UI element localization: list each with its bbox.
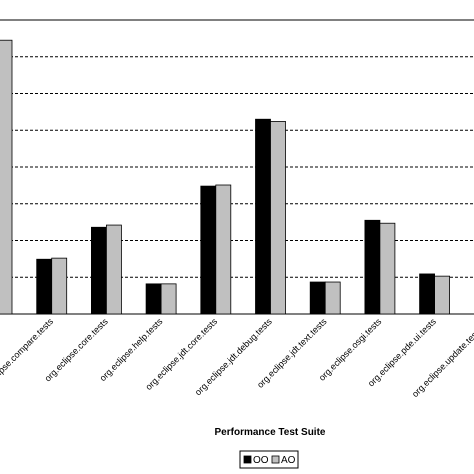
x-tick-label: org.eclipse.compare.tests <box>0 316 55 396</box>
bar <box>91 226 107 315</box>
bar <box>51 257 68 315</box>
x-axis-title: Performance Test Suite <box>215 427 326 438</box>
legend <box>239 450 299 469</box>
bar <box>255 118 271 315</box>
bar <box>309 281 326 315</box>
bar <box>419 273 436 315</box>
bar <box>36 258 53 315</box>
bar <box>215 184 232 315</box>
bar <box>145 283 162 315</box>
bar <box>434 275 451 315</box>
bar <box>0 39 13 315</box>
bar <box>324 281 341 315</box>
bar <box>270 121 286 315</box>
bar <box>160 283 177 315</box>
bar <box>364 219 381 315</box>
legend-label: AO <box>281 455 296 466</box>
bar <box>379 222 396 315</box>
bar <box>200 185 217 315</box>
legend-swatch <box>243 455 252 464</box>
legend-label: OO <box>253 455 269 466</box>
legend-swatch <box>271 455 280 464</box>
bar <box>106 224 122 315</box>
